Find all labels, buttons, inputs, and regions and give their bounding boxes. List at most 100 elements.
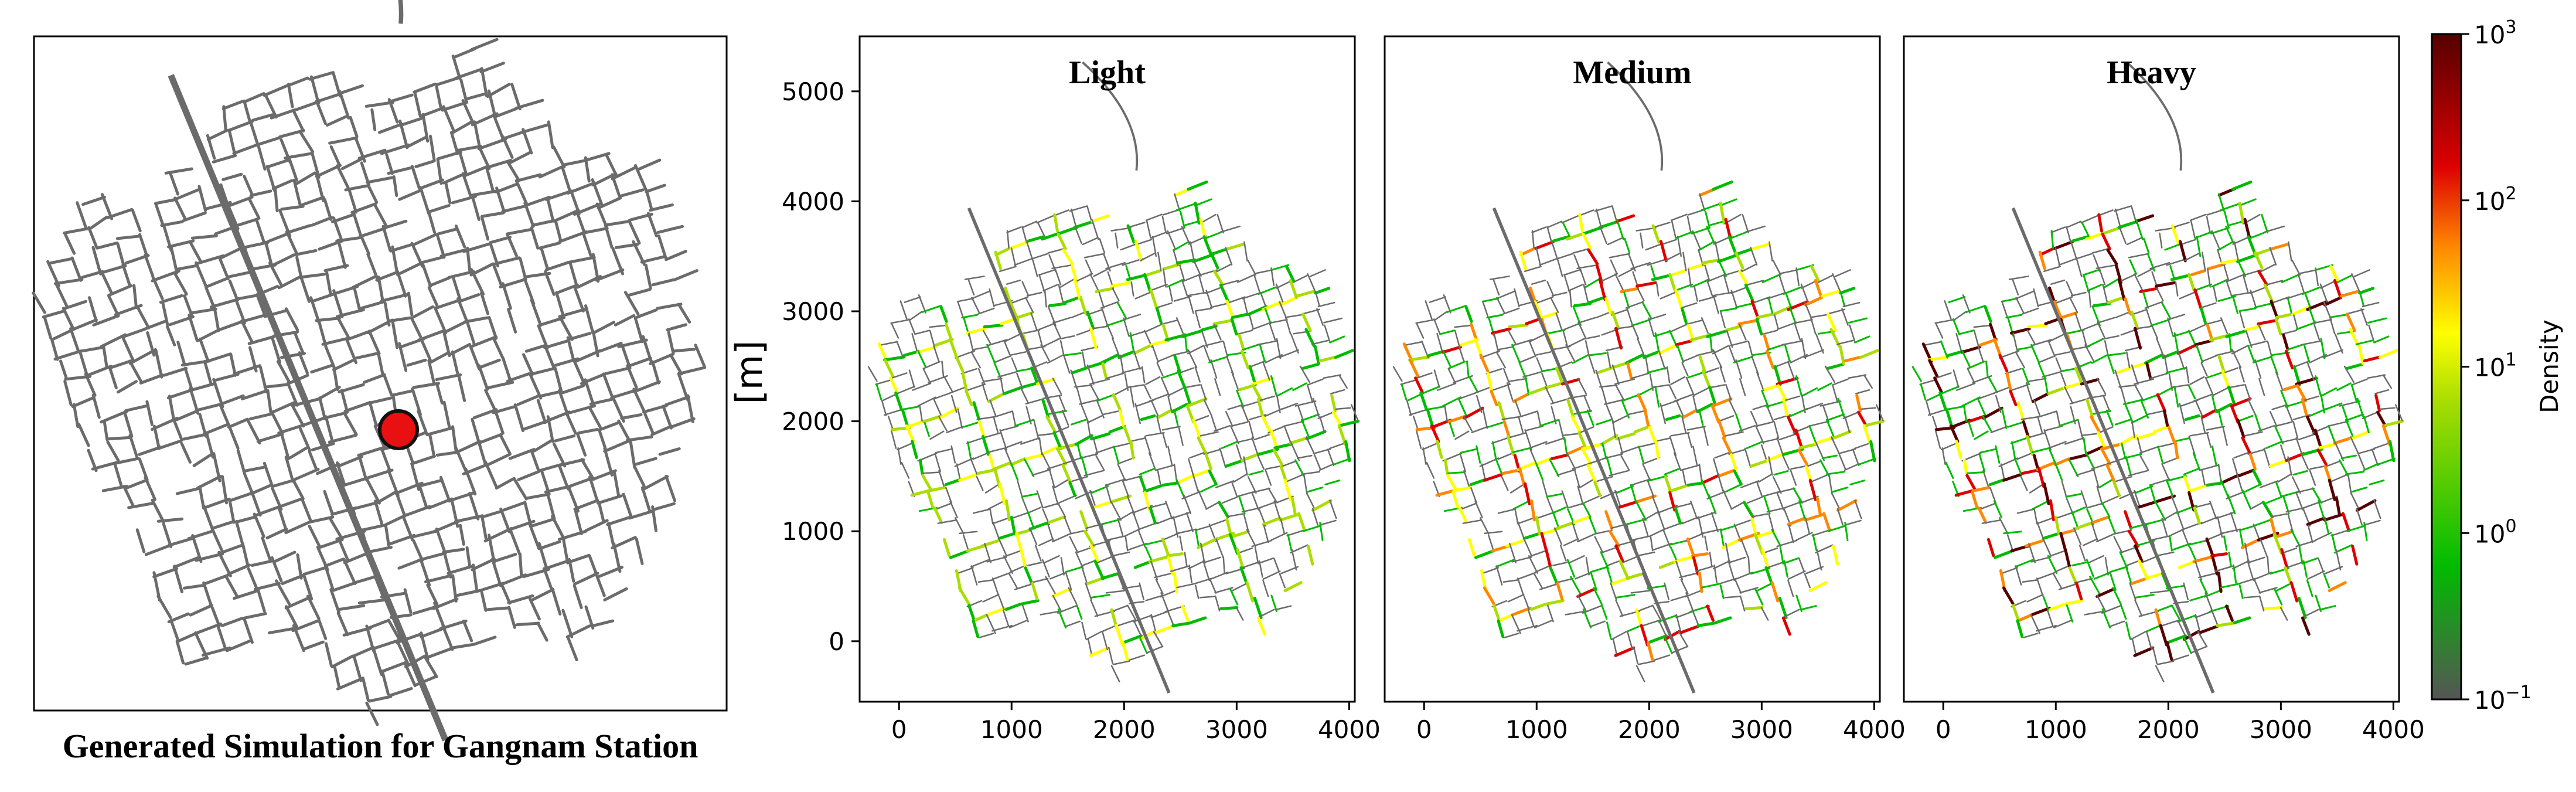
road-segment (275, 579, 291, 606)
road-segment (2074, 253, 2093, 260)
road-segment (1330, 394, 1337, 413)
road-segment (1025, 397, 1045, 405)
road-segment (284, 521, 311, 535)
road-segment (1671, 220, 1677, 239)
road-segment (2107, 354, 2115, 374)
road-segment (232, 144, 258, 155)
road-segment (662, 405, 673, 430)
road-segment (2105, 464, 2116, 484)
road-segment (54, 283, 69, 308)
road-segment (1539, 583, 1556, 590)
road-segment (1617, 437, 1624, 454)
road-segment (1778, 274, 1786, 293)
road-segment (1309, 269, 1326, 277)
road-segment (1691, 552, 1709, 558)
road-segment (1421, 443, 1438, 451)
road-segment (1154, 624, 1175, 634)
road-segment (1064, 516, 1072, 534)
road-segment (377, 276, 384, 304)
road-segment (591, 178, 604, 208)
road-segment (1746, 280, 1764, 286)
road-segment (1614, 327, 1623, 350)
road-segment (1312, 397, 1320, 417)
road-segment (1978, 454, 1986, 473)
road-segment (502, 501, 524, 512)
road-segment (156, 439, 183, 450)
road-segment (299, 275, 311, 303)
road-segment (468, 491, 480, 521)
road-segment (1572, 354, 1589, 364)
road-segment (540, 540, 561, 550)
road-segment (2092, 302, 2111, 307)
road-segment (2031, 606, 2051, 616)
density-road-network (1911, 61, 2404, 694)
road-segment (288, 158, 298, 182)
road-segment (1811, 529, 1829, 536)
road-segment (1519, 246, 1536, 257)
road-segment (1714, 241, 1720, 261)
road-segment (997, 370, 1019, 378)
road-segment (963, 421, 981, 428)
road-segment (1231, 371, 1239, 392)
road-segment (1535, 351, 1552, 356)
road-segment (1493, 332, 1500, 353)
road-segment (2134, 599, 2143, 617)
road-segment (1740, 538, 1749, 559)
road-segment (1512, 447, 1532, 453)
road-segment (1585, 557, 1590, 576)
road-segment (1982, 415, 1992, 432)
road-segment (1664, 636, 1673, 654)
road-segment (361, 524, 384, 532)
road-segment (1725, 383, 1732, 401)
road-segment (1995, 445, 2001, 464)
road-segment (2125, 621, 2131, 640)
road-segment (1782, 609, 1800, 618)
road-segment (50, 338, 59, 361)
road-segment (2313, 324, 2321, 341)
road-segment (1225, 300, 1235, 320)
road-segment (1706, 225, 1716, 244)
road-segment (1236, 444, 1243, 463)
road-segment (1790, 465, 1806, 470)
road-segment (1074, 434, 1093, 446)
road-segment (1567, 338, 1585, 348)
road-segment (1844, 416, 1851, 433)
road-segment (2058, 583, 2076, 590)
road-segment (478, 147, 491, 170)
road-segment (1626, 572, 1646, 580)
road-segment (565, 413, 577, 435)
road-segment (1650, 535, 1654, 552)
road-segment (1681, 362, 1689, 377)
road-segment (2121, 442, 2127, 460)
road-segment (398, 189, 421, 201)
road-segment (530, 226, 540, 250)
road-segment (1021, 604, 1029, 623)
road-segment (1647, 475, 1668, 482)
road-segment (1483, 586, 1495, 606)
road-segment (2125, 565, 2132, 584)
road-segment (2085, 451, 2095, 469)
road-segment (1955, 440, 1962, 459)
road-segment (1660, 403, 1666, 424)
road-segment (1618, 499, 1640, 509)
road-segment (942, 538, 951, 558)
road-segment (997, 532, 1016, 540)
road-segment (477, 137, 507, 151)
road-segment (444, 182, 452, 205)
road-segment (2377, 457, 2396, 466)
road-segment (1563, 322, 1581, 330)
road-segment (484, 389, 498, 414)
road-segment (419, 186, 431, 215)
road-segment (519, 257, 527, 279)
road-segment (1501, 475, 1509, 491)
road-segment (43, 315, 52, 339)
road-segment (1091, 214, 1110, 223)
road-segment (391, 245, 398, 272)
road-segment (528, 596, 541, 621)
road-segment (462, 619, 473, 643)
road-segment (1804, 465, 1812, 482)
road-segment (2059, 532, 2067, 552)
road-segment (1940, 385, 1960, 395)
road-segment (2101, 605, 2121, 614)
road-segment (1829, 328, 1841, 348)
